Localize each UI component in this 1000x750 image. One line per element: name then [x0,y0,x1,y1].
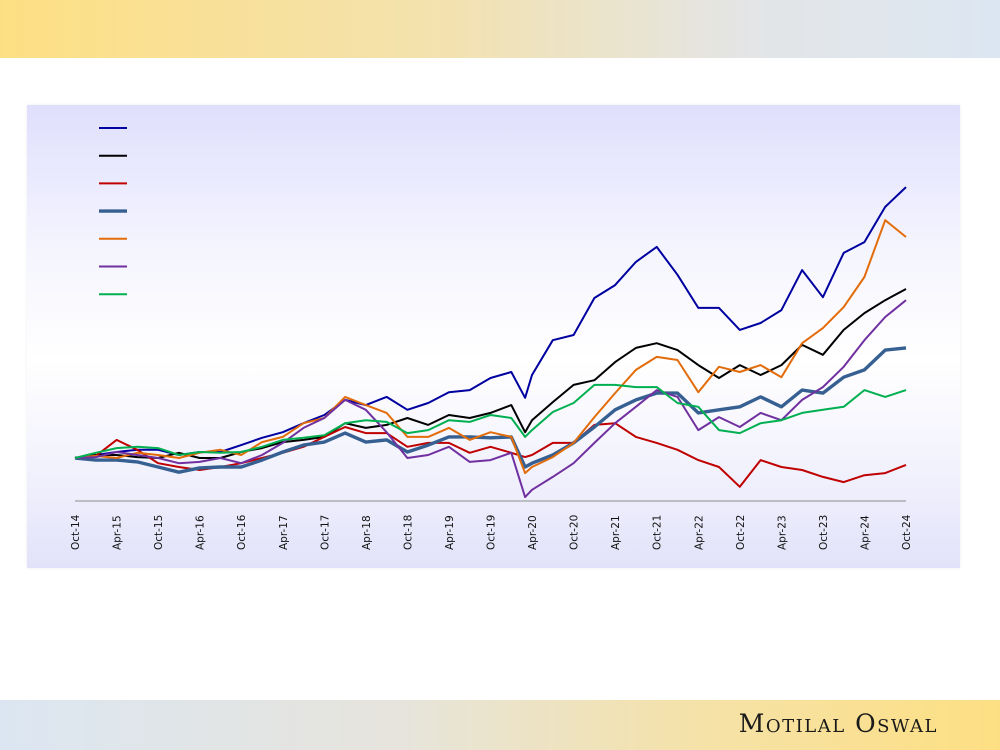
x-tick-label: Oct-15 [153,515,165,550]
x-tick-label: Apr-17 [278,515,290,550]
header-banner [0,0,1000,58]
x-tick-label: Apr-22 [693,515,705,550]
x-tick-label: Oct-20 [569,515,581,550]
x-tick-label: Oct-18 [402,515,414,550]
x-tick-label: Oct-24 [901,514,913,550]
x-tick-label: Apr-20 [527,515,539,550]
x-tick-label: Apr-18 [361,515,373,550]
series-line-5 [74,219,907,475]
series-line-1 [74,186,907,459]
x-tick-labels: Oct-14 Apr-15 Oct-15 Apr-16 Oct-16 Apr-17 Oct-… [70,514,913,550]
x-tick-label: Apr-24 [859,515,871,550]
brand-logo: Motilal Oswal [738,709,938,738]
x-tick-label: Oct-14 [70,514,82,550]
x-tick-label: Oct-21 [652,515,664,550]
series-lines [74,186,907,499]
footer-banner [0,700,1000,750]
x-tick-label: Oct-17 [319,515,331,550]
series-line-6 [74,299,907,499]
series-line-7 [74,383,907,459]
x-tick-label: Apr-19 [444,515,456,550]
x-tick-label: Oct-23 [818,515,830,550]
chart-panel [27,105,960,568]
x-tick-label: Oct-16 [236,514,248,550]
x-tick-label: Apr-16 [195,515,207,550]
x-tick-label: Apr-21 [610,515,622,550]
x-tick-label: Oct-22 [735,515,747,550]
x-tick-label: Oct-19 [486,515,498,550]
x-tick-label: Apr-23 [776,515,788,550]
x-tick-label: Apr-15 [112,515,124,550]
series-line-4 [74,346,907,474]
legend [99,127,127,296]
